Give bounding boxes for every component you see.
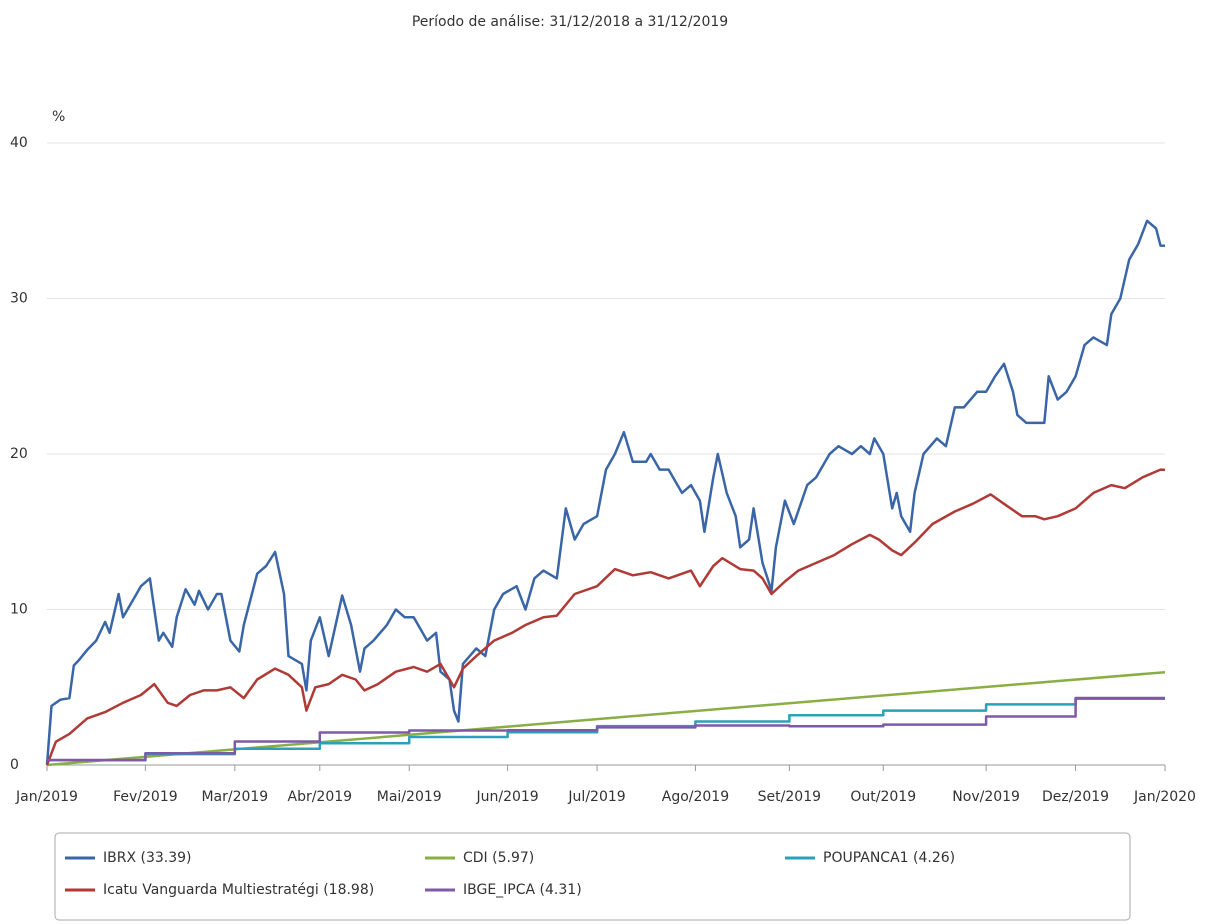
series-line [46, 670, 1166, 767]
legend-box [54, 832, 1131, 921]
x-tick-label: Dez/2019 [1042, 789, 1109, 805]
legend-label: IBRX (33.39) [103, 850, 192, 866]
legend-label: IBGE_IPCA (4.31) [463, 882, 582, 898]
y-tick-label: 20 [10, 446, 28, 462]
x-tick-label: Jan/2019 [15, 789, 78, 805]
y-tick-label: 40 [10, 135, 28, 151]
x-tick-label: Out/2019 [850, 789, 916, 805]
x-tick-label: Jun/2019 [475, 789, 538, 805]
chart-title: Período de análise: 31/12/2018 a 31/12/2… [412, 14, 728, 30]
series-line [47, 696, 1165, 762]
y-tick-label: 0 [10, 757, 19, 773]
legend-label: Icatu Vanguarda Multiestratégi (18.98) [103, 882, 374, 898]
legend-label: CDI (5.97) [463, 850, 534, 866]
x-tick-label: Ago/2019 [662, 789, 729, 805]
x-tick-label: Set/2019 [758, 789, 821, 805]
legend-label: POUPANCA1 (4.26) [823, 850, 955, 866]
x-tick-label: Nov/2019 [952, 789, 1020, 805]
x-tick-label: Jul/2019 [567, 789, 625, 805]
series-line [45, 219, 1166, 766]
x-tick-label: Mai/2019 [377, 789, 442, 805]
series-line [45, 468, 1166, 766]
y-tick-label: 30 [10, 291, 28, 307]
y-axis-label: % [52, 109, 65, 125]
x-tick-label: Jan/2020 [1133, 789, 1196, 805]
y-tick-label: 10 [10, 602, 28, 618]
x-tick-label: Mar/2019 [201, 789, 268, 805]
x-tick-label: Fev/2019 [113, 789, 178, 805]
x-tick-label: Abr/2019 [288, 789, 353, 805]
